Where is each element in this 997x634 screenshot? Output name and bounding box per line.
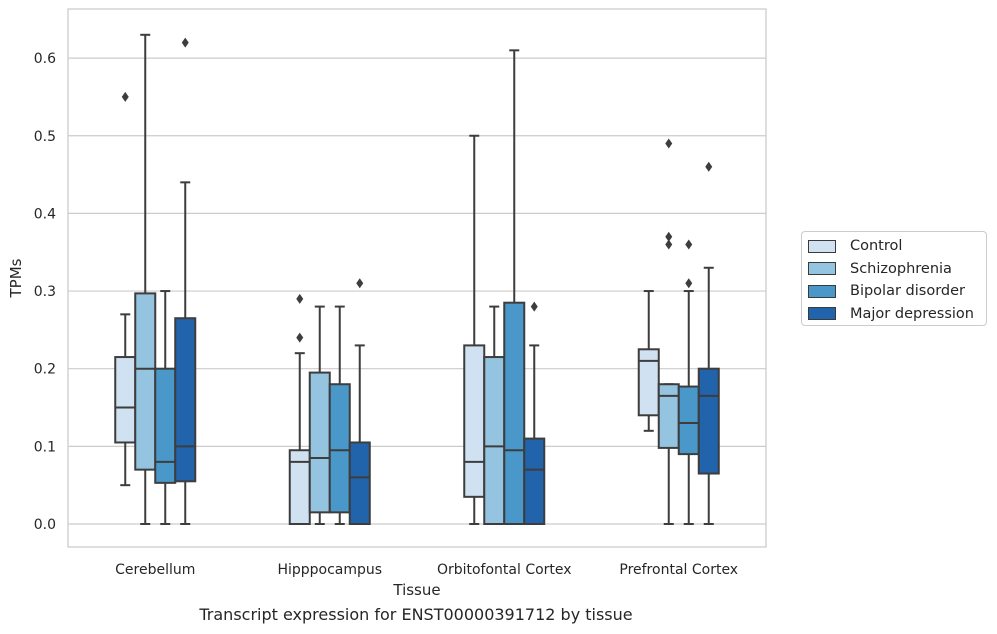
y-axis-title: TPMs [7,258,25,298]
x-tick-labels: Cerebellum Hipppocampus Orbitofontal Corte… [115,562,738,578]
y-tick-label: 0.2 [34,362,56,378]
x-tick-label: Cerebellum [115,562,195,578]
boxes [114,33,720,526]
box-schizophrenia [308,305,331,525]
legend-item: Major depression [808,303,986,326]
box-control [637,290,660,432]
box-control [463,134,486,525]
box-body [308,371,331,514]
legend-swatch [808,262,836,276]
box-body [348,441,371,525]
outlier-point [296,293,304,304]
box-control [114,91,137,487]
outlier-point [665,231,673,242]
y-tick-label: 0.3 [34,284,56,300]
box-control [288,293,311,526]
y-tick-label: 0.4 [34,206,56,222]
legend-swatch [808,239,836,253]
y-tick-label: 0.6 [34,51,56,67]
x-tick-label: Prefrontal Cortex [619,562,738,578]
y-tick-label: 0.5 [34,129,56,145]
box-body [657,383,680,449]
box-major-depression [174,37,197,525]
legend-item: Schizophrenia [808,258,986,281]
box-bipolar-disorder [677,239,700,525]
box-body [637,348,660,417]
box-body [483,356,506,525]
plot-frame [67,8,767,548]
x-axis-title: Tissue [392,581,440,599]
y-tick-labels: 0.0 0.1 0.2 0.3 0.4 0.5 0.6 [34,51,56,533]
legend-label: Bipolar disorder [850,283,965,300]
box-body [114,356,137,444]
y-tick-label: 0.0 [34,517,56,533]
box-bipolar-disorder [328,305,351,525]
outlier-point [685,278,693,289]
legend-label: Schizophrenia [850,260,952,277]
outlier-point [530,301,538,312]
legend-swatch [808,307,836,321]
box-schizophrenia [483,305,506,525]
box-body [503,301,526,526]
outlier-point [685,239,693,250]
outlier-point [665,138,673,149]
legend-swatch [808,284,836,298]
box-body [154,367,177,484]
box-schizophrenia [657,138,680,525]
box-body [463,344,486,498]
box-body [174,317,197,483]
box-body [134,292,157,471]
y-tick-label: 0.1 [34,439,56,455]
box-bipolar-disorder [503,49,526,526]
outlier-point [705,161,713,172]
outlier-point [665,239,673,250]
box-body [697,367,720,475]
legend-label: Major depression [850,305,974,322]
x-tick-label: Orbitofontal Cortex [437,562,572,578]
outlier-point [181,37,189,48]
legend-item: Bipolar disorder [808,280,986,303]
box-bipolar-disorder [154,290,177,525]
box-body [677,385,700,456]
legend: Control Schizophrenia Bipolar disorder Majo… [801,231,987,326]
box-schizophrenia [134,33,157,525]
box-body [328,383,351,514]
figure-caption: Transcript expression for ENST0000039171… [199,605,633,624]
outlier-point [296,332,304,343]
box-major-depression [523,301,546,525]
legend-item: Control [808,235,986,258]
legend-label: Control [850,238,903,255]
outlier-point [121,91,129,102]
box-body [523,437,546,525]
outlier-point [356,278,364,289]
x-tick-label: Hipppocampus [277,562,382,578]
box-major-depression [348,278,371,525]
box-major-depression [697,161,720,525]
